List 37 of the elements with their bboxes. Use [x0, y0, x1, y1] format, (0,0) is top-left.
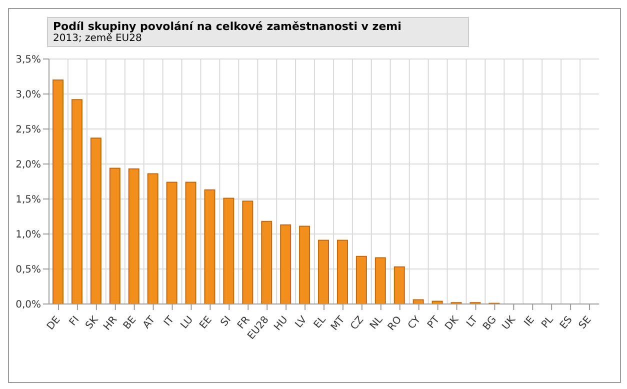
x-tick-label: EL — [312, 314, 328, 331]
x-tick-label: DE — [45, 314, 63, 332]
x-tick-label: SI — [218, 314, 234, 329]
x-tick-label: LV — [294, 314, 310, 330]
x-tick-label: RO — [386, 314, 404, 333]
y-tick-label: 1,5% — [16, 194, 41, 206]
x-tick-label: BG — [481, 314, 499, 333]
x-tick-label: PT — [426, 314, 443, 331]
x-tick-label: FI — [68, 314, 82, 328]
x-tick-label: SK — [84, 314, 101, 332]
x-tick-label: UK — [500, 314, 518, 332]
y-tick-label: 3,0% — [16, 90, 41, 101]
y-tick-label: 2,5% — [16, 124, 41, 136]
y-tick-label: 1,0% — [16, 230, 41, 241]
x-tick-label: CY — [406, 314, 424, 332]
x-tick-label: PL — [540, 314, 556, 330]
x-tick-label: ES — [558, 314, 575, 332]
x-tick-label: EE — [198, 314, 214, 332]
x-tick-label: MT — [329, 314, 348, 333]
y-tick-label: 0,0% — [16, 300, 41, 311]
x-tick-label: DK — [443, 314, 462, 332]
x-tick-label: IT — [162, 314, 178, 328]
x-tick-label: NL — [368, 314, 386, 332]
x-tick-label: BE — [122, 314, 139, 332]
x-tick-label: CZ — [348, 314, 366, 332]
x-tick-label: LT — [464, 314, 481, 330]
chart-title: Podíl skupiny povolání na celkové zaměstnanosti v zemi — [53, 20, 402, 33]
y-tick-label: 2,0% — [16, 160, 41, 171]
y-tick-label: 3,5% — [16, 54, 41, 66]
x-tick-label: SE — [577, 314, 594, 332]
x-tick-label: HR — [102, 314, 120, 333]
y-tick-label: 0,5% — [16, 264, 41, 276]
chart-subtitle: 2013; země EU28 — [53, 33, 143, 44]
x-tick-label: AT — [141, 314, 158, 331]
x-tick-label: IE — [522, 314, 537, 329]
x-tick-label: LU — [179, 314, 196, 332]
x-tick-label: HU — [272, 314, 290, 333]
